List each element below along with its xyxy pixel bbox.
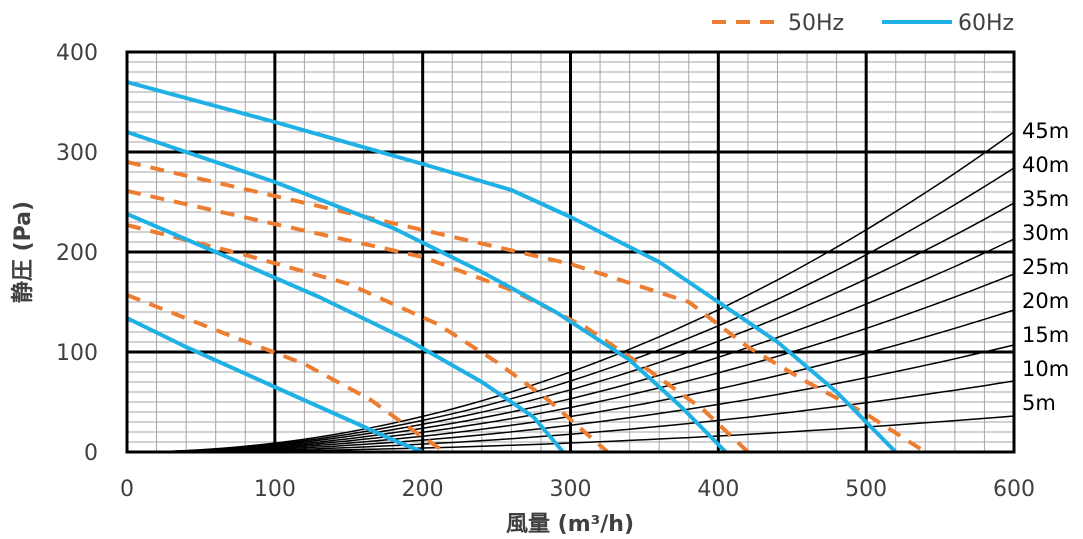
x-axis-title: 風量 (m³/h): [506, 512, 634, 537]
y-tick-label: 400: [56, 41, 98, 66]
duct-curve-25m: [127, 273, 1015, 453]
fan-curves: [126, 80, 927, 454]
duct-curve-10m: [127, 380, 1015, 453]
duct-curve-label: 5m: [1022, 391, 1056, 415]
duct-labels: 45m 40m 35m 30m 25m 20m 15m 10m 5m: [1022, 119, 1069, 415]
y-tick-label: 200: [56, 241, 98, 266]
x-tick-label: 500: [845, 477, 887, 502]
duct-curve-20m: [127, 309, 1015, 453]
duct-curve-label: 25m: [1022, 255, 1069, 279]
x-tick-label: 300: [550, 477, 592, 502]
legend-label: 50Hz: [788, 11, 844, 36]
y-tick-label: 300: [56, 141, 98, 166]
legend: 50Hz 60Hz: [712, 11, 1014, 36]
duct-curve-40m: [126, 167, 1015, 453]
y-axis-title: 静圧 (Pa): [10, 201, 36, 303]
duct-curve-label: 15m: [1022, 323, 1069, 347]
duct-curve-15m: [127, 344, 1015, 453]
y-tick-label: 0: [84, 441, 98, 466]
plot-border: [125, 50, 1016, 454]
x-tick-label: 600: [993, 477, 1035, 502]
y-axis-ticks: 0 100 200 300 400: [56, 41, 98, 466]
fan-curve-60Hz-4: [126, 80, 898, 454]
legend-label: 60Hz: [958, 11, 1014, 36]
fan-curve-60Hz-6: [126, 212, 565, 454]
duct-curve-45m: [126, 131, 1015, 453]
fan-curve-60Hz-7: [126, 316, 424, 454]
duct-curves: [126, 131, 1015, 453]
fan-curve-50Hz-0: [126, 160, 927, 454]
duct-curve-35m: [126, 202, 1015, 453]
grid-major: [127, 52, 1014, 452]
x-axis-ticks: 0 100 200 300 400 500 600: [120, 477, 1035, 502]
duct-curve-label: 45m: [1022, 119, 1069, 143]
x-tick-label: 400: [697, 477, 739, 502]
fan-curve-50Hz-3: [126, 293, 446, 454]
duct-curve-30m: [126, 238, 1015, 453]
x-tick-label: 0: [120, 477, 134, 502]
fan-curve-60Hz-5: [126, 130, 728, 454]
duct-curve-label: 40m: [1022, 153, 1069, 177]
duct-curve-label: 35m: [1022, 187, 1069, 211]
duct-curve-label: 30m: [1022, 221, 1069, 245]
fan-curve-50Hz-2: [126, 223, 609, 454]
duct-curve-label: 20m: [1022, 289, 1069, 313]
x-tick-label: 100: [254, 477, 296, 502]
duct-curve-label: 10m: [1022, 357, 1069, 381]
y-tick-label: 100: [56, 341, 98, 366]
x-tick-label: 200: [402, 477, 444, 502]
